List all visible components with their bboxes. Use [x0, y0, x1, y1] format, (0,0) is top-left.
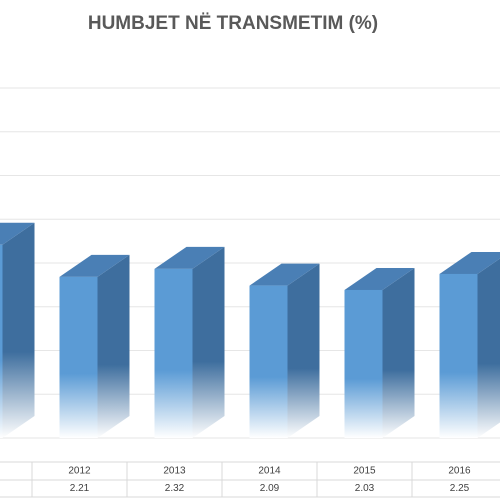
bar — [154, 268, 193, 438]
x-tick-label: 2012 — [68, 466, 91, 477]
bar — [249, 285, 288, 438]
bar — [439, 273, 478, 438]
x-tick-label: 2013 — [163, 466, 186, 477]
table-value: 2.21 — [70, 483, 90, 494]
chart-title: HUMBJET NË TRANSMETIM (%) — [88, 13, 378, 34]
bar-side — [2, 222, 35, 438]
bar — [0, 244, 3, 438]
bar — [59, 276, 98, 438]
table-value: 2.32 — [165, 483, 185, 494]
x-tick-label: 2014 — [258, 466, 281, 477]
bar-top — [249, 263, 320, 286]
bar-side — [287, 263, 320, 438]
bar-top — [344, 267, 415, 290]
bar-side — [192, 246, 225, 438]
bar-side — [477, 258, 500, 438]
x-tick-label: 2016 — [448, 466, 471, 477]
x-tick-label: 2015 — [353, 466, 376, 477]
bar-side — [382, 267, 415, 438]
table-value: 2.09 — [260, 483, 280, 494]
table-value: 2.25 — [450, 483, 470, 494]
bar-side — [97, 254, 130, 438]
bar-top — [59, 254, 130, 277]
bar-top — [439, 251, 500, 274]
bar-top — [0, 222, 35, 245]
table-value: 2.03 — [355, 483, 375, 494]
bar — [344, 289, 383, 438]
bar-top — [154, 246, 225, 269]
